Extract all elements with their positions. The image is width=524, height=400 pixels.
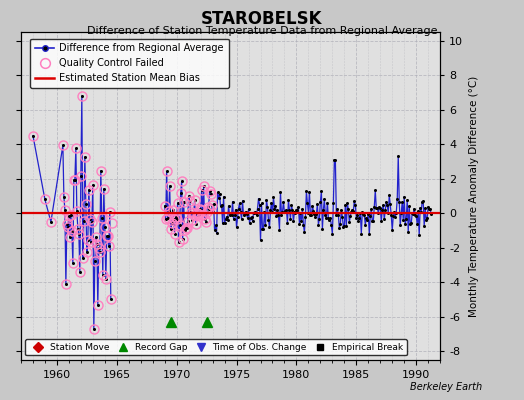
Y-axis label: Monthly Temperature Anomaly Difference (°C): Monthly Temperature Anomaly Difference (…	[469, 75, 479, 317]
Text: STAROBELSK: STAROBELSK	[201, 10, 323, 28]
Text: Berkeley Earth: Berkeley Earth	[410, 382, 482, 392]
Legend: Station Move, Record Gap, Time of Obs. Change, Empirical Break: Station Move, Record Gap, Time of Obs. C…	[26, 339, 407, 356]
Text: Difference of Station Temperature Data from Regional Average: Difference of Station Temperature Data f…	[87, 26, 437, 36]
